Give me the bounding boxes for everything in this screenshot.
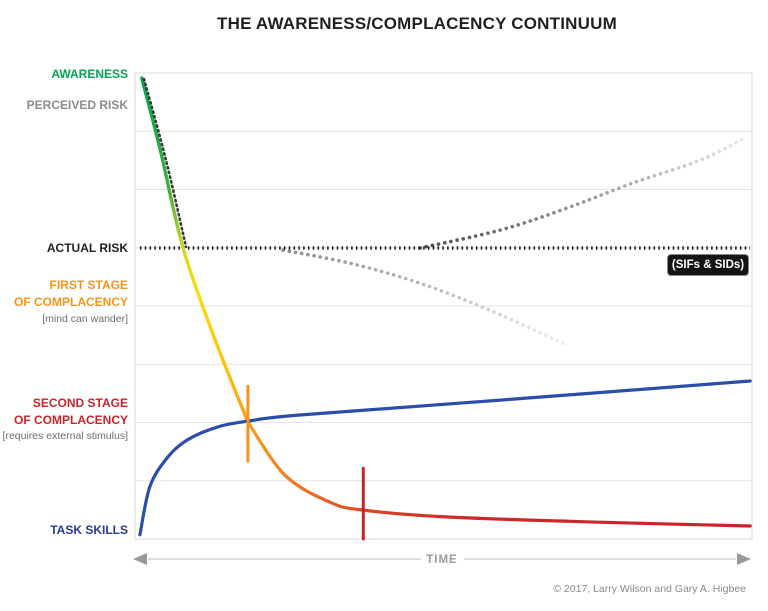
note-second-stage: [requires external stimulus] bbox=[2, 430, 128, 442]
series-layer bbox=[138, 76, 752, 541]
arrow-left-icon bbox=[133, 553, 147, 565]
label-awareness: AWARENESS bbox=[51, 67, 128, 81]
chart-title: THE AWARENESS/COMPLACENCY CONTINUUM bbox=[217, 14, 617, 33]
label-task-skills: TASK SKILLS bbox=[50, 523, 128, 537]
label-second-stage: SECOND STAGE OF COMPLACENCY bbox=[14, 395, 128, 429]
arrow-right-icon bbox=[737, 553, 751, 565]
time-axis-label: TIME bbox=[426, 554, 457, 566]
perceived-risk-track bbox=[142, 77, 188, 249]
note-first-stage: [mind can wander] bbox=[42, 313, 128, 325]
label-first-stage-line1: FIRST STAGE bbox=[49, 278, 128, 292]
time-axis: TIME bbox=[133, 553, 751, 566]
label-second-stage-line1: SECOND STAGE bbox=[32, 396, 128, 410]
perceived-risk-lower-divergence bbox=[281, 248, 569, 347]
label-actual-risk: ACTUAL RISK bbox=[46, 241, 128, 255]
label-second-stage-line2: OF COMPLACENCY bbox=[14, 413, 128, 427]
label-first-stage: FIRST STAGE OF COMPLACENCY bbox=[14, 277, 128, 311]
complacency-tail bbox=[246, 420, 752, 528]
sifs-sids-badge: (SIFs & SIDs) bbox=[667, 254, 749, 276]
awareness-decline bbox=[140, 76, 250, 424]
label-perceived-risk: PERCEIVED RISK bbox=[26, 98, 128, 112]
copyright-text: © 2017, Larry Wilson and Gary A. Higbee bbox=[553, 583, 746, 595]
task-skills-curve bbox=[138, 379, 752, 537]
label-first-stage-line2: OF COMPLACENCY bbox=[14, 295, 128, 309]
